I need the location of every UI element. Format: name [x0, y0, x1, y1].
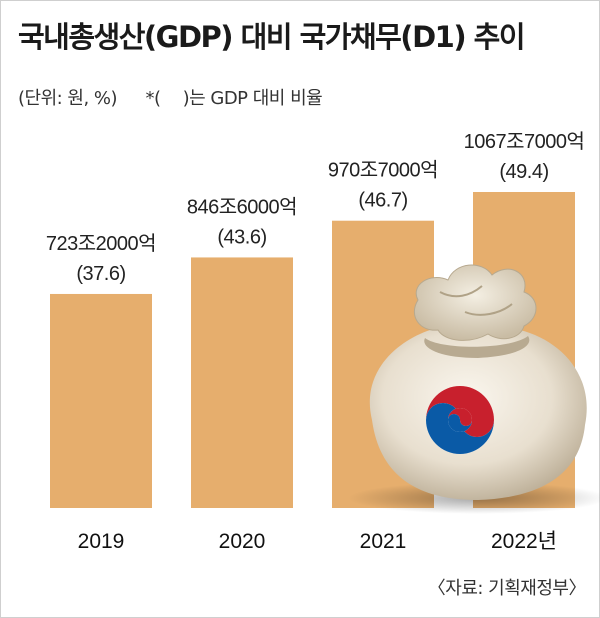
- value-label: 1067조7000억: [464, 130, 585, 153]
- ratio-labels-group: (37.6) (43.6) (46.7) (49.4): [76, 161, 549, 285]
- ratio-note-open: *(: [145, 88, 162, 109]
- chart-title: 국내총생산(GDP) 대비 국가채무(D1) 추이: [18, 20, 526, 54]
- ratio-label: (46.7): [358, 190, 407, 212]
- money-bag-icon: [348, 264, 600, 514]
- tick-labels-group: 2019 2020 2021 2022년: [78, 530, 557, 553]
- taegeuk-emblem-icon: [426, 386, 494, 454]
- value-label: 723조2000억: [46, 232, 156, 255]
- x-tick-label: 2021: [360, 530, 407, 553]
- ratio-note-close: )는 GDP 대비 비율: [182, 88, 323, 109]
- ratio-label: (37.6): [76, 263, 125, 285]
- x-tick-label: 2022년: [491, 530, 557, 553]
- value-labels-group: 723조2000억 846조6000억 970조7000억 1067조7000억: [46, 130, 585, 255]
- ratio-label: (43.6): [217, 226, 266, 248]
- source-note: 〈자료: 기획재정부〉: [427, 578, 587, 599]
- x-tick-label: 2019: [78, 530, 125, 553]
- x-tick-label: 2020: [219, 530, 266, 553]
- value-label: 970조7000억: [328, 159, 438, 182]
- bar-2019: [50, 293, 152, 508]
- chart-subtitle: (단위: 원, %) *( )는 GDP 대비 비율: [18, 84, 323, 110]
- ratio-label: (49.4): [499, 161, 548, 183]
- unit-note: (단위: 원, %): [18, 88, 118, 109]
- bar-2020: [191, 257, 293, 508]
- value-label: 846조6000억: [187, 195, 297, 218]
